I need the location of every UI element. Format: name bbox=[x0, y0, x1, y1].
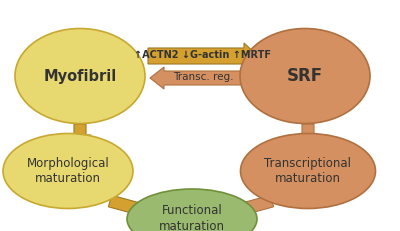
FancyArrow shape bbox=[150, 67, 260, 89]
Ellipse shape bbox=[3, 134, 133, 209]
Ellipse shape bbox=[240, 28, 370, 124]
Text: Transc. reg.: Transc. reg. bbox=[173, 72, 233, 82]
Text: Transcriptional
maturation: Transcriptional maturation bbox=[264, 156, 352, 185]
Ellipse shape bbox=[240, 134, 376, 209]
Text: Myofibril: Myofibril bbox=[43, 69, 117, 83]
Ellipse shape bbox=[15, 28, 145, 124]
Text: SRF: SRF bbox=[287, 67, 323, 85]
FancyArrow shape bbox=[148, 43, 258, 69]
FancyArrow shape bbox=[297, 124, 319, 149]
Text: Functional
maturation: Functional maturation bbox=[159, 204, 225, 231]
FancyArrow shape bbox=[108, 195, 165, 223]
FancyArrow shape bbox=[69, 124, 91, 149]
Text: Morphological
maturation: Morphological maturation bbox=[27, 156, 109, 185]
Ellipse shape bbox=[127, 189, 257, 231]
FancyArrow shape bbox=[217, 195, 274, 223]
Text: ↑ACTN2 ↓G-actin ↑MRTF: ↑ACTN2 ↓G-actin ↑MRTF bbox=[134, 50, 272, 60]
